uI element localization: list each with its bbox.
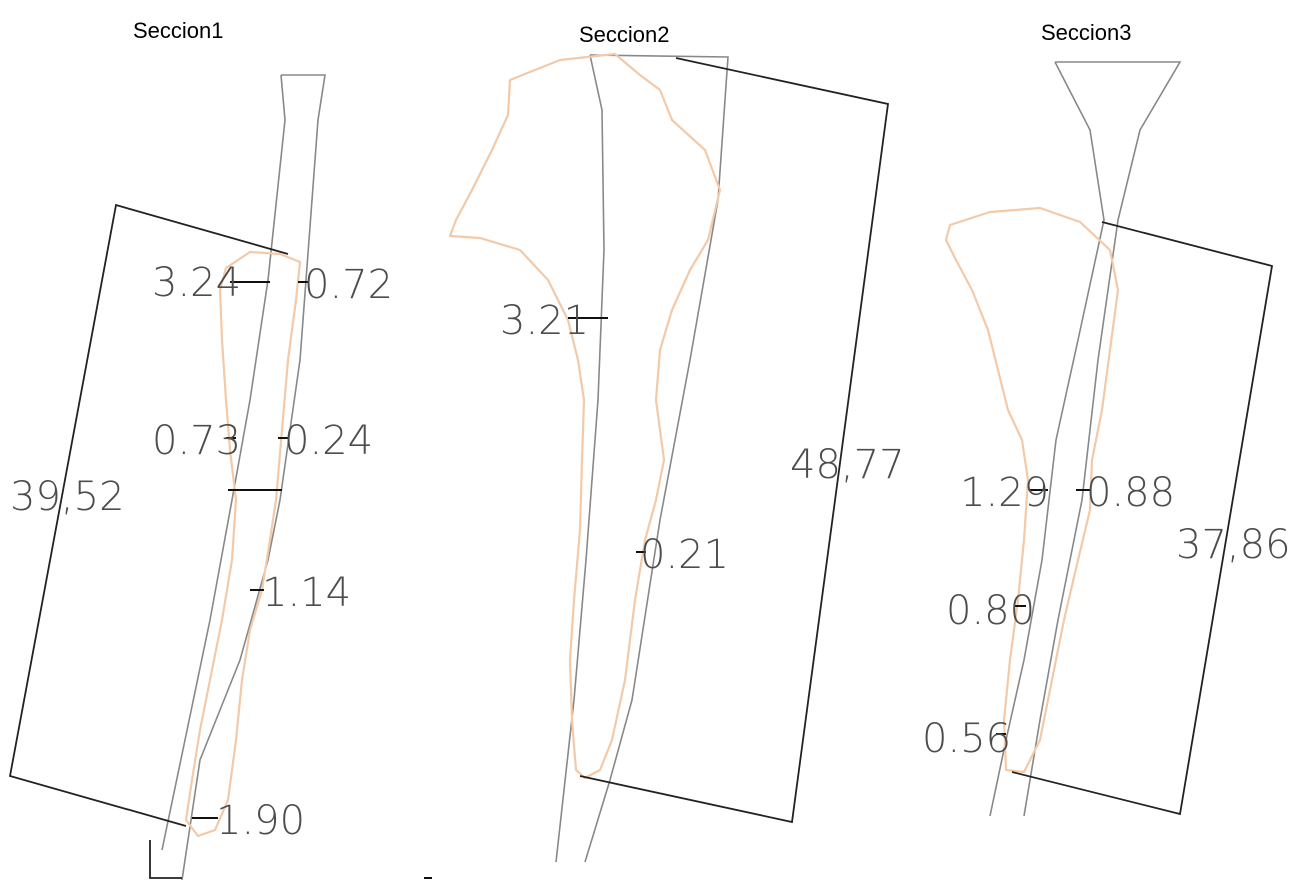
section-3-value: 0.88	[1086, 470, 1175, 516]
section-2-outline	[555, 54, 729, 863]
section-1: Seccion1 39,52 3.24 0.72 0.73 0.24 1.14 …	[8, 18, 393, 881]
section-3-length-dimension	[1011, 221, 1274, 816]
section-2-length-label: 48,77	[790, 442, 905, 488]
section-2: Seccion2 48,77 3.21 0.21	[424, 22, 905, 879]
section-1-value: 3.24	[152, 260, 241, 306]
section-2-title: Seccion2	[579, 22, 670, 47]
section-1-value: 0.73	[152, 418, 241, 464]
section-1-title: Seccion1	[133, 18, 224, 43]
section-3: Seccion3 37,86 1.29 0.88 0.80 0.56	[922, 20, 1291, 817]
section-3-title: Seccion3	[1041, 20, 1132, 45]
section-1-value: 0.72	[304, 262, 393, 308]
section-3-outline	[989, 61, 1182, 817]
section-2-measured-profile	[448, 52, 722, 780]
section-3-measured-profile	[944, 206, 1120, 774]
section-1-value: 0.24	[284, 418, 373, 464]
section-1-measured-profile	[184, 250, 302, 838]
section-3-length-label: 37,86	[1176, 522, 1291, 568]
section-1-value: 1.90	[216, 798, 305, 844]
section-1-length-label: 39,52	[10, 474, 125, 520]
section-3-value: 0.80	[946, 588, 1035, 634]
section-1-value: 1.14	[262, 570, 351, 616]
section-1-base-mark	[149, 840, 182, 879]
section-3-value: 0.56	[922, 716, 1011, 762]
section-2-value: 0.21	[640, 532, 729, 578]
section-2-value: 3.21	[500, 298, 589, 344]
section-3-value: 1.29	[960, 470, 1049, 516]
section-1-length-dimension	[8, 203, 289, 827]
section-2-length-dimension	[579, 57, 890, 824]
section-1-outline	[161, 74, 326, 881]
